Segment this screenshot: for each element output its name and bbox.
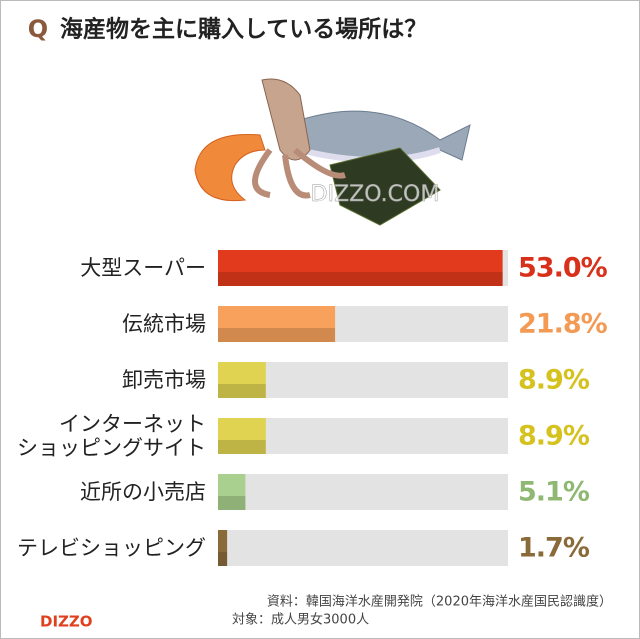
bar — [218, 362, 266, 398]
bar-shade — [218, 552, 228, 566]
bar — [218, 250, 503, 286]
target: 対象：成人男女3000人 — [232, 612, 369, 628]
value-label: 8.9% — [518, 364, 590, 396]
category-label: 近所の小売店 — [80, 480, 206, 504]
bar-track — [218, 530, 508, 566]
bar-track — [218, 474, 508, 510]
bar-shade — [218, 384, 266, 398]
value-label: 21.8% — [518, 308, 608, 340]
value-label: 8.9% — [518, 420, 590, 452]
source: 資料：韓国海洋水産開発院（2020年海洋水産国民認識度） — [267, 594, 612, 610]
bar-shade — [218, 440, 266, 454]
category-label: 大型スーパー — [80, 256, 206, 280]
bar — [218, 418, 266, 454]
bar-track — [218, 362, 508, 398]
bar-track — [218, 418, 508, 454]
bar-shade — [218, 272, 503, 286]
title-mark: Q — [28, 15, 48, 43]
value-label: 5.1% — [518, 476, 590, 508]
category-label: テレビショッピング — [17, 536, 206, 560]
logo: DIZZO — [40, 613, 93, 631]
category-label: インターネット ショッピングサイト — [17, 412, 206, 460]
illustration: DIZZO.COM — [194, 78, 471, 226]
bar-shade — [218, 328, 336, 342]
chart-title: 海産物を主に購入している場所は？ — [60, 16, 427, 43]
bar-shade — [218, 496, 246, 510]
bar — [218, 306, 336, 342]
value-label: 53.0% — [518, 252, 608, 284]
category-label: 卸売市場 — [122, 368, 206, 392]
bar — [218, 474, 246, 510]
bar — [218, 530, 228, 566]
watermark: DIZZO.COM — [311, 182, 440, 207]
category-label: 伝統市場 — [122, 312, 206, 336]
value-label: 1.7% — [518, 532, 590, 564]
